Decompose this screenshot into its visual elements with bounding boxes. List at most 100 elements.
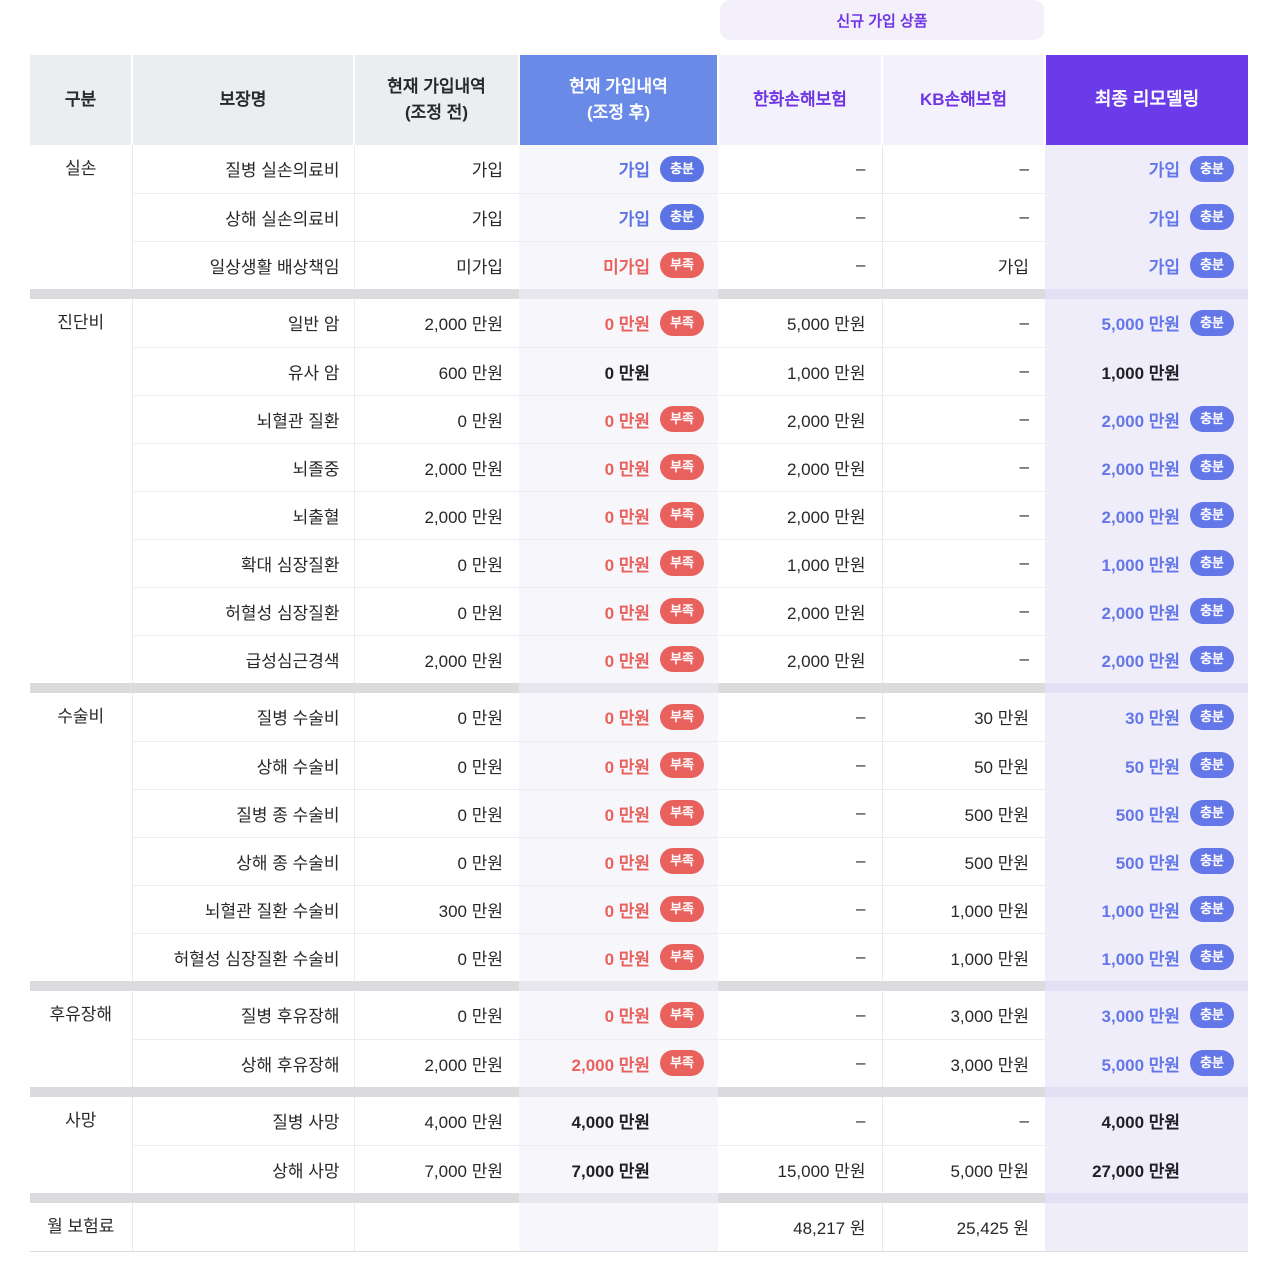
final-remodel-cell: 1,000 만원 충분: [1045, 932, 1248, 981]
kb-cell: 500 만원: [882, 788, 1045, 837]
coverage-name-cell: 뇌졸중: [132, 442, 355, 491]
kb-cell: –: [882, 192, 1045, 241]
after-adjust-cell: 0 만원 부족: [519, 538, 718, 587]
status-badge: 충분: [1190, 944, 1234, 971]
table-row: 뇌혈관 질환 0 만원 0 만원 부족 2,000 만원 –2,000 만원 충분: [30, 394, 1248, 443]
table-row: 후유장해 질병 후유장해 0 만원 0 만원 부족 –3,000 만원 3,000 만원 충분: [30, 991, 1248, 1087]
before-adjust-cell: 0 만원: [354, 586, 519, 635]
coverage-name-cell: 허혈성 심장질환: [132, 586, 355, 635]
status-badge: 충분: [1190, 454, 1234, 480]
hanwha-cell: 2,000 만원: [718, 586, 883, 635]
status-badge: 부족: [660, 598, 704, 624]
status-value: 미가입: [603, 257, 651, 277]
hanwha-cell: –: [718, 1097, 883, 1145]
status-value: 1,000 만원: [1101, 901, 1181, 921]
table-row: 상해 종 수술비 0 만원 0 만원 부족 –500 만원 500 만원 충분: [30, 836, 1248, 885]
hanwha-cell: –: [718, 740, 883, 789]
after-adjust-cell: 0 만원 부족: [519, 740, 718, 789]
status-value: 5,000 만원: [1101, 315, 1181, 335]
status-badge: 충분: [1190, 309, 1234, 336]
new-products-banner: 신규 가입 상품: [720, 0, 1044, 40]
group-separator-cell: [132, 1193, 354, 1203]
group-separator-cell: [132, 981, 354, 991]
status-value: 0 만원: [604, 949, 651, 969]
group-separator-cell: [882, 289, 1045, 299]
monthly-premium-label: 월 보험료: [30, 1203, 133, 1252]
group-separator-cell: [718, 289, 882, 299]
final-remodel-cell: 가입 충분: [1045, 240, 1248, 289]
group-separator-cell: [30, 1087, 132, 1097]
table-row: 뇌출혈 2,000 만원 0 만원 부족 2,000 만원 –2,000 만원 충분: [30, 490, 1248, 539]
category-cell: 후유장해: [30, 991, 133, 1087]
coverage-name-cell: 상해 후유장해: [132, 1038, 355, 1087]
status-badge: 부족: [660, 454, 704, 480]
kb-cell: 3,000 만원: [882, 1038, 1045, 1087]
coverage-name-cell: 급성심근경색: [132, 634, 355, 683]
final-remodel-cell: 1,000 만원 충분: [1045, 538, 1248, 587]
col-header-kb: KB손해보험: [882, 55, 1046, 145]
group-separator-cell: [132, 1087, 354, 1097]
status-badge: 충분: [660, 204, 704, 230]
status-badge: 충분: [1190, 1001, 1234, 1028]
group-separator: [30, 289, 1248, 299]
kb-cell: 가입: [882, 240, 1045, 289]
final-remodel-cell: 5,000 만원 충분: [1045, 1038, 1248, 1087]
group-separator: [30, 981, 1248, 991]
status-badge: 충분: [1190, 646, 1234, 673]
group-separator-cell: [519, 289, 718, 299]
before-adjust-cell: 0 만원: [354, 991, 519, 1039]
coverage-name-cell: 질병 실손의료비: [132, 145, 355, 193]
status-value: 0 만원: [604, 603, 651, 623]
group-separator: [30, 683, 1248, 693]
status-cell-content: 500 만원 충분: [1045, 800, 1248, 826]
table-row: 실손 질병 실손의료비 가입 가입 충분 – – 가입 충분: [30, 145, 1248, 289]
status-value: 0 만원: [604, 805, 651, 825]
hanwha-cell: –: [718, 884, 883, 933]
group-separator-cell: [1045, 289, 1248, 299]
group-separator-cell: [30, 1193, 132, 1203]
coverage-name-cell: 허혈성 심장질환 수술비: [132, 932, 355, 981]
coverage-name-cell: 뇌혈관 질환: [132, 394, 355, 443]
hanwha-cell: –: [718, 1038, 883, 1087]
status-cell-content: 50 만원 충분: [1045, 752, 1248, 778]
coverage-name-cell: 질병 종 수술비: [132, 788, 355, 837]
col-header-final-remodel: 최종 리모델링: [1045, 55, 1248, 145]
before-adjust-cell: 0 만원: [354, 394, 519, 443]
status-value: 0 만원: [604, 555, 651, 575]
status-value: 0 만원: [604, 315, 651, 335]
after-adjust-cell: 0 만원 부족: [519, 884, 718, 933]
hanwha-cell: 5,000 만원: [718, 299, 883, 347]
kb-cell: 50 만원: [882, 740, 1045, 789]
col-header-hanwha: 한화손해보험: [718, 55, 883, 145]
hanwha-cell: 1,000 만원: [718, 346, 883, 395]
status-value: 0 만원: [604, 757, 651, 777]
kb-cell: 5,000 만원: [882, 1144, 1045, 1193]
kb-cell: –: [882, 442, 1045, 491]
after-adjust-cell: 2,000 만원 부족: [519, 1038, 718, 1087]
group-separator-cell: [519, 981, 718, 991]
final-remodel-cell: 30 만원 충분: [1045, 693, 1248, 741]
kb-cell: –: [882, 1097, 1045, 1145]
status-value: 500 만원: [1115, 805, 1181, 825]
before-adjust-cell: 가입: [354, 145, 519, 193]
status-value: 가입: [618, 161, 651, 181]
final-remodel-cell: 3,000 만원 충분: [1045, 991, 1248, 1039]
after-adjust-cell: 0 만원 부족: [519, 442, 718, 491]
status-badge: 부족: [660, 309, 704, 336]
hanwha-cell: –: [718, 192, 883, 241]
col-header-before-adjust: 현재 가입내역 (조정 전): [354, 55, 520, 145]
final-remodel-cell: 2,000 만원 충분: [1045, 586, 1248, 635]
status-value: 2,000 만원: [1101, 411, 1181, 431]
before-adjust-cell: 2,000 만원: [354, 490, 519, 539]
status-cell-content: 2,000 만원 부족: [519, 1050, 718, 1077]
table-row: 일상생활 배상책임 미가입 미가입 부족 – 가입 가입 충분: [30, 240, 1248, 289]
after-adjust-cell: 0 만원 부족: [519, 634, 718, 683]
before-adjust-cell: 4,000 만원: [354, 1097, 519, 1145]
status-value: 4,000 만원: [1101, 1113, 1181, 1133]
status-value: 0 만원: [604, 901, 651, 921]
table-row: 상해 실손의료비 가입 가입 충분 – – 가입 충분: [30, 192, 1248, 241]
